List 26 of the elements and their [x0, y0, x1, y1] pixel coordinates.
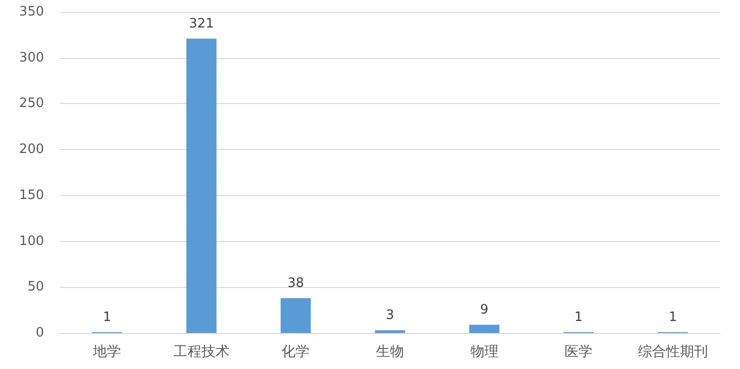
bar — [374, 330, 406, 333]
x-tick-label: 工程技术 — [173, 344, 230, 360]
data-label: 1 — [668, 310, 677, 326]
y-tick-label: 50 — [27, 280, 44, 295]
y-tick-label: 0 — [36, 326, 44, 340]
bar — [469, 324, 500, 333]
bar — [186, 38, 217, 333]
x-tick-label: 地学 — [92, 344, 122, 360]
x-tick-label: 化学 — [282, 344, 310, 360]
x-tick-label: 物理 — [470, 344, 498, 360]
data-label: 38 — [287, 276, 304, 292]
data-label: 1 — [103, 310, 112, 326]
x-tick-label: 医学 — [564, 344, 593, 360]
data-label: 3 — [386, 308, 394, 324]
data-label: 9 — [480, 302, 488, 318]
y-tick-label: 100 — [19, 234, 44, 249]
x-tick-label: 综合性期刊 — [638, 344, 708, 360]
y-tick-label: 300 — [19, 50, 44, 66]
y-tick-label: 250 — [19, 96, 44, 112]
data-label: 321 — [189, 16, 214, 32]
x-tick-label: 生物 — [376, 344, 404, 360]
y-tick-label: 200 — [19, 142, 44, 158]
y-tick-label: 350 — [19, 4, 44, 20]
y-tick-label: 150 — [19, 188, 44, 203]
data-label: 1 — [574, 310, 583, 326]
bar — [280, 298, 311, 333]
